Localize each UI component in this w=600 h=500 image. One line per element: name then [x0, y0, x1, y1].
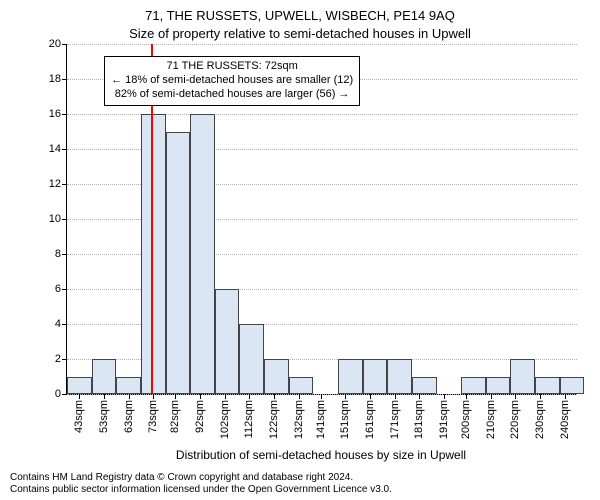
ytick-label: 0 [55, 388, 61, 400]
histogram-bar [560, 377, 585, 395]
xtick-mark [491, 394, 492, 399]
xtick-mark [370, 394, 371, 399]
histogram-bar [289, 377, 314, 395]
xtick-label: 73sqm [147, 400, 159, 433]
xtick-label: 220sqm [509, 400, 521, 439]
xtick-label: 141sqm [315, 400, 327, 439]
xtick-label: 132sqm [293, 400, 305, 439]
ytick-mark [62, 289, 67, 290]
histogram-bar [338, 359, 363, 394]
xtick-mark [175, 394, 176, 399]
xtick-mark [466, 394, 467, 399]
histogram-bar [412, 377, 437, 395]
xtick-label: 92sqm [194, 400, 206, 433]
histogram-bar [535, 377, 560, 395]
xtick-label: 82sqm [169, 400, 181, 433]
chart-title-sub: Size of property relative to semi-detach… [0, 26, 600, 41]
chart-title-main: 71, THE RUSSETS, UPWELL, WISBECH, PE14 9… [0, 8, 600, 23]
xtick-label: 240sqm [559, 400, 571, 439]
histogram-bar [363, 359, 388, 394]
xtick-mark [249, 394, 250, 399]
xtick-label: 230sqm [534, 400, 546, 439]
x-axis-label: Distribution of semi-detached houses by … [66, 448, 576, 462]
histogram-bar [486, 377, 511, 395]
xtick-mark [345, 394, 346, 399]
xtick-label: 122sqm [268, 400, 280, 439]
annotation-line: ← 18% of semi-detached houses are smalle… [111, 74, 353, 88]
gridline [67, 44, 577, 45]
xtick-mark [321, 394, 322, 399]
xtick-mark [565, 394, 566, 399]
annotation-box: 71 THE RUSSETS: 72sqm← 18% of semi-detac… [104, 56, 360, 105]
histogram-bar [510, 359, 535, 394]
ytick-label: 4 [55, 318, 61, 330]
histogram-bar [239, 324, 264, 394]
xtick-label: 191sqm [438, 400, 450, 439]
xtick-label: 161sqm [364, 400, 376, 439]
histogram-bar [92, 359, 117, 394]
ytick-mark [62, 359, 67, 360]
xtick-mark [515, 394, 516, 399]
ytick-mark [62, 254, 67, 255]
ytick-label: 16 [49, 108, 61, 120]
ytick-mark [62, 219, 67, 220]
xtick-label: 210sqm [485, 400, 497, 439]
xtick-mark [395, 394, 396, 399]
ytick-label: 12 [49, 178, 61, 190]
histogram-bar [67, 377, 92, 395]
xtick-label: 200sqm [460, 400, 472, 439]
histogram-bar [141, 114, 166, 394]
ytick-mark [62, 149, 67, 150]
histogram-bar [215, 289, 240, 394]
xtick-mark [153, 394, 154, 399]
xtick-mark [79, 394, 80, 399]
xtick-label: 171sqm [389, 400, 401, 439]
histogram-bar [190, 114, 215, 394]
ytick-mark [62, 324, 67, 325]
histogram-bar [116, 377, 141, 395]
ytick-label: 18 [49, 73, 61, 85]
xtick-mark [274, 394, 275, 399]
ytick-label: 8 [55, 248, 61, 260]
plot-area: 0246810121416182043sqm53sqm63sqm73sqm82s… [66, 44, 577, 395]
histogram-bar [461, 377, 486, 395]
xtick-mark [540, 394, 541, 399]
ytick-mark [62, 114, 67, 115]
xtick-mark [225, 394, 226, 399]
xtick-mark [200, 394, 201, 399]
ytick-label: 10 [49, 213, 61, 225]
annotation-line: 82% of semi-detached houses are larger (… [111, 88, 353, 102]
histogram-bar [166, 132, 191, 395]
footer-line-1: Contains HM Land Registry data © Crown c… [10, 472, 392, 484]
ytick-label: 6 [55, 283, 61, 295]
xtick-label: 112sqm [243, 400, 255, 438]
annotation-line: 71 THE RUSSETS: 72sqm [111, 60, 353, 74]
ytick-mark [62, 79, 67, 80]
ytick-label: 2 [55, 353, 61, 365]
histogram-bar [264, 359, 289, 394]
xtick-label: 43sqm [73, 400, 85, 433]
ytick-mark [62, 184, 67, 185]
ytick-mark [62, 394, 67, 395]
ytick-label: 20 [49, 38, 61, 50]
xtick-label: 181sqm [413, 400, 425, 439]
ytick-mark [62, 44, 67, 45]
xtick-label: 102sqm [219, 400, 231, 439]
attribution-footer: Contains HM Land Registry data © Crown c… [10, 472, 392, 496]
gridline [67, 394, 577, 395]
xtick-mark [419, 394, 420, 399]
xtick-label: 63sqm [123, 400, 135, 433]
footer-line-2: Contains public sector information licen… [10, 484, 392, 496]
xtick-label: 53sqm [98, 400, 110, 433]
ytick-label: 14 [49, 143, 61, 155]
xtick-mark [129, 394, 130, 399]
xtick-mark [299, 394, 300, 399]
xtick-label: 151sqm [339, 400, 351, 439]
histogram-bar [387, 359, 412, 394]
xtick-mark [104, 394, 105, 399]
xtick-mark [444, 394, 445, 399]
